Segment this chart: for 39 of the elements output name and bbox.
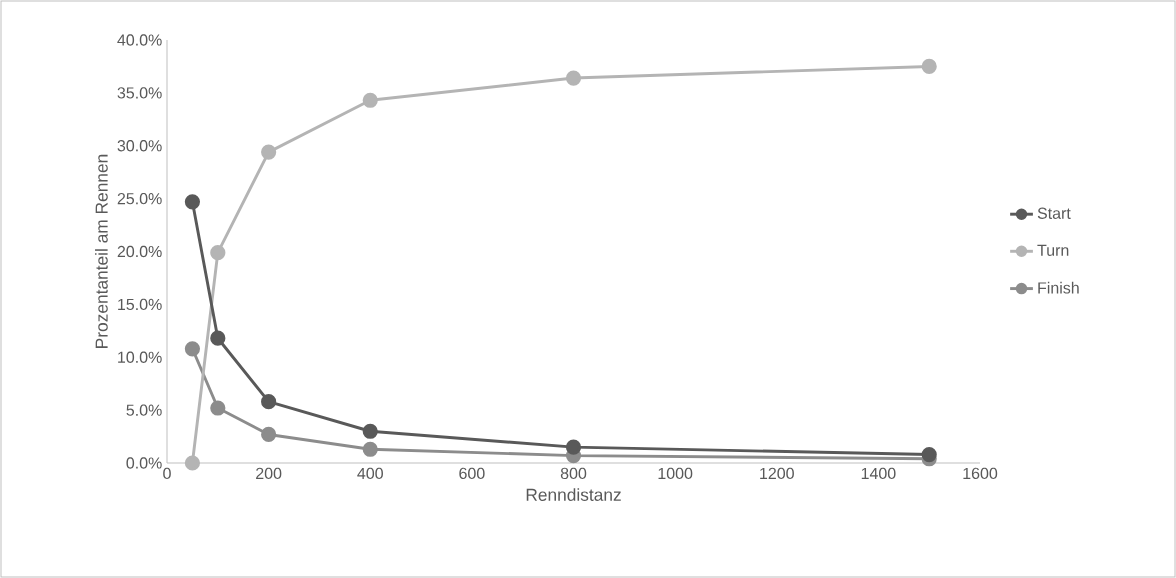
point (210, 244, 226, 261)
y-tick-label: 15.0% (118, 298, 162, 311)
y-tick-label: 0.0% (126, 457, 162, 469)
point (261, 426, 277, 443)
point (362, 92, 378, 108)
x-tick-label: 800 (560, 467, 587, 480)
y-tick-label: 10.0% (118, 351, 162, 363)
x-tick-label: 200 (256, 467, 282, 480)
point (921, 446, 937, 463)
x-tick-label: 0 (163, 467, 171, 480)
y-tick-label: 30.0% (117, 140, 162, 152)
y-tick-label: 20.0% (117, 245, 162, 258)
legend-label: Finish (1038, 281, 1079, 294)
point (261, 144, 277, 160)
x-tick-label: 1600 (963, 467, 998, 480)
y-tick-label: 40.0% (117, 34, 162, 46)
point (921, 58, 937, 75)
x-tick-label: 400 (357, 467, 383, 480)
y-axis-title: Prozentanteil am Rennen (95, 154, 108, 348)
x-axis-title: Renndistanz (526, 488, 621, 501)
point (261, 394, 277, 410)
legend-label: Start (1037, 207, 1071, 219)
point (210, 330, 226, 346)
point (362, 441, 378, 457)
point (184, 455, 201, 471)
x-tick-label: 1000 (658, 467, 693, 480)
legend-label: Turn (1037, 244, 1069, 256)
point (184, 341, 201, 357)
y-tick-label: 35.0% (117, 87, 162, 99)
y-tick-label: 25.0% (117, 192, 162, 205)
x-tick-label: 1400 (861, 467, 896, 480)
point (362, 423, 378, 439)
point (184, 194, 201, 210)
point (210, 400, 226, 416)
y-tick-label: 5.0% (126, 404, 162, 416)
point (565, 70, 582, 86)
point (565, 439, 582, 455)
x-tick-label: 600 (459, 467, 485, 480)
x-tick-label: 1200 (760, 467, 794, 480)
